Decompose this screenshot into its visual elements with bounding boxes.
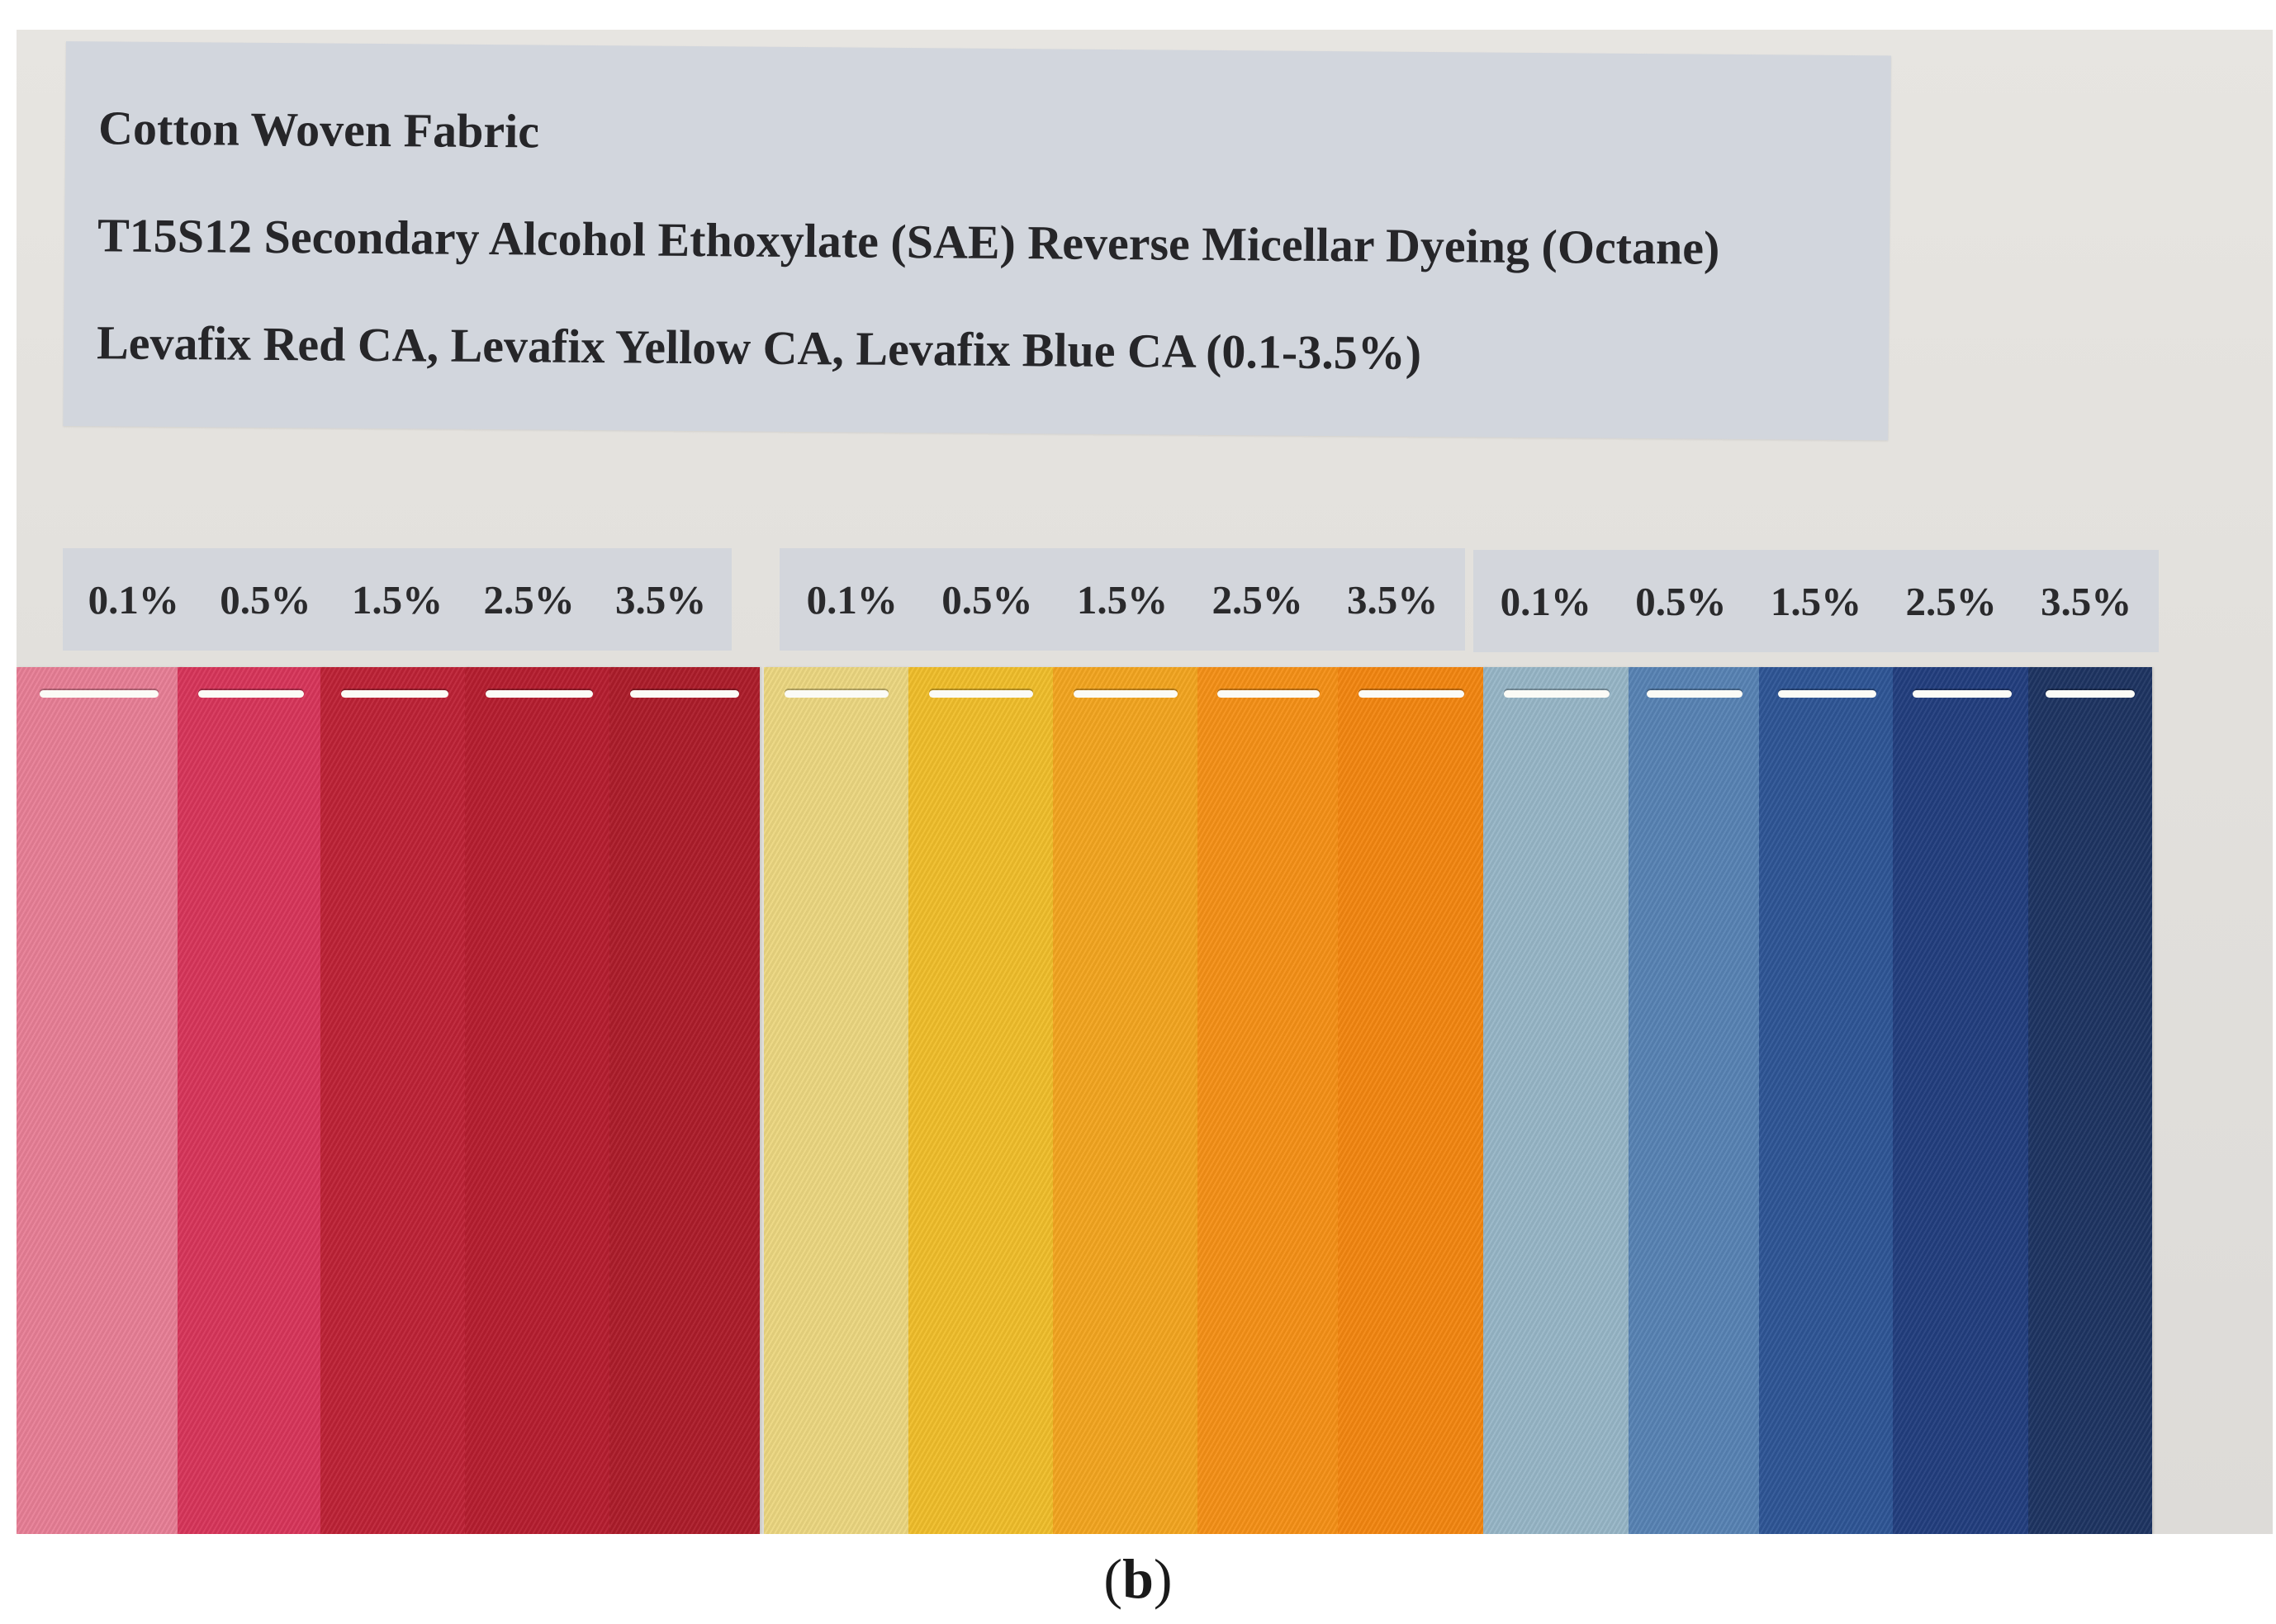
title-line-dyes: Levafix Red CA, Levafix Yellow CA, Levaf… — [96, 315, 1422, 380]
concentration-label-red: 0.1% 0.5% 1.5% 2.5% 3.5% — [63, 548, 732, 651]
hanger-slot — [2046, 690, 2135, 698]
fabric-swatch-blue-2-5 — [1893, 667, 2032, 1534]
concentration-label: 0.1% — [1500, 578, 1591, 624]
hanger-slot — [1217, 690, 1320, 698]
concentration-label: 0.5% — [1635, 578, 1727, 624]
figure-caption-letter: b — [1122, 1547, 1154, 1610]
concentration-label: 1.5% — [351, 576, 443, 623]
concentration-label: 3.5% — [1347, 576, 1439, 623]
sample-board: Cotton Woven Fabric T15S12 Secondary Alc… — [17, 30, 2273, 1534]
fabric-swatch-blue-0-1 — [1483, 667, 1630, 1534]
concentration-label: 2.5% — [1211, 576, 1303, 623]
fabric-swatch-red-1-5 — [320, 667, 469, 1534]
hanger-slot — [1912, 690, 2013, 698]
fabric-swatch-yellow-2-5 — [1197, 667, 1340, 1534]
hanger-slot — [928, 690, 1033, 698]
concentration-label: 0.5% — [941, 576, 1033, 623]
hanger-slot — [630, 690, 739, 698]
hanger-slot — [1503, 690, 1610, 698]
hanger-slot — [40, 690, 159, 698]
hanger-slot — [341, 690, 448, 698]
concentration-label: 1.5% — [1076, 576, 1169, 623]
hanger-slot — [1778, 690, 1876, 698]
concentration-label: 0.5% — [220, 576, 311, 623]
fabric-swatch-blue-3-5 — [2028, 667, 2152, 1534]
hanger-slot — [486, 690, 593, 698]
fabric-swatch-yellow-0-5 — [908, 667, 1053, 1534]
hanger-slot — [1358, 690, 1465, 698]
fabric-swatch-red-2-5 — [465, 667, 614, 1534]
concentration-label: 0.1% — [806, 576, 898, 623]
fabric-swatch-blue-0-5 — [1629, 667, 1761, 1534]
hanger-slot — [1073, 690, 1178, 698]
title-line-fabric: Cotton Woven Fabric — [97, 101, 540, 159]
hanger-slot — [197, 690, 305, 698]
figure-caption: (b) — [1103, 1547, 1173, 1610]
title-line-method: T15S12 Secondary Alcohol Ethoxylate (SAE… — [97, 208, 1720, 275]
concentration-label: 2.5% — [1905, 578, 1997, 624]
concentration-label: 2.5% — [483, 576, 575, 623]
fabric-swatch-yellow-1-5 — [1053, 667, 1197, 1534]
concentration-label-yellow: 0.1% 0.5% 1.5% 2.5% 3.5% — [780, 548, 1465, 651]
concentration-label: 3.5% — [615, 576, 707, 623]
fabric-swatch-red-3-5 — [609, 667, 760, 1534]
fabric-swatch-red-0-5 — [178, 667, 325, 1534]
concentration-label: 0.1% — [88, 576, 179, 623]
concentration-label: 3.5% — [2041, 578, 2132, 624]
fabric-swatch-yellow-0-1 — [764, 667, 908, 1534]
title-label: Cotton Woven Fabric T15S12 Secondary Alc… — [63, 41, 1891, 441]
hanger-slot — [1647, 690, 1743, 698]
hanger-slot — [784, 690, 889, 698]
fabric-swatch-yellow-3-5 — [1338, 667, 1485, 1534]
concentration-label-blue: 0.1% 0.5% 1.5% 2.5% 3.5% — [1473, 550, 2159, 652]
fabric-swatch-red-0-1 — [17, 667, 182, 1534]
concentration-label: 1.5% — [1770, 578, 1862, 624]
fabric-swatch-blue-1-5 — [1759, 667, 1895, 1534]
